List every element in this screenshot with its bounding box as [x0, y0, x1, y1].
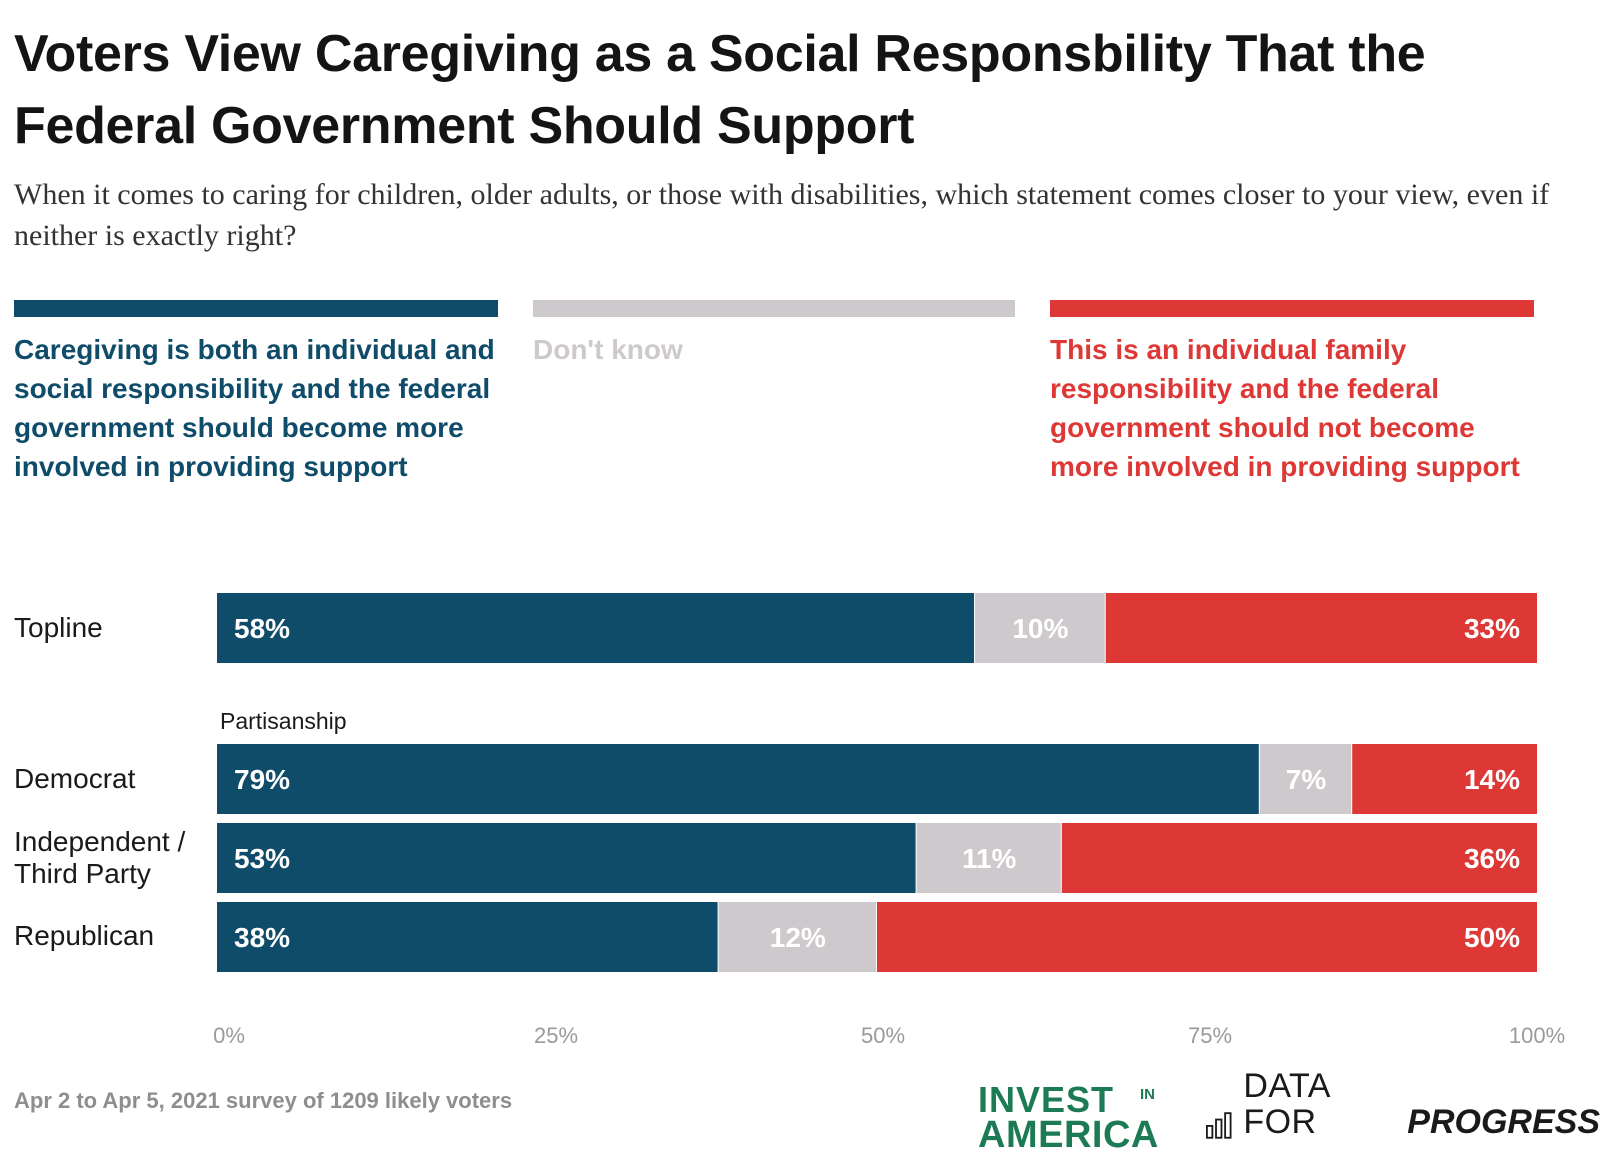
bar-support-2: [217, 823, 916, 893]
dfp-logo-text-2: PROGRESS: [1407, 1103, 1600, 1141]
bar-label-dont-know-1: 7%: [1286, 764, 1327, 795]
bar-label-support-0: 58%: [234, 613, 290, 644]
legend-label-support: Caregiving is both an individual and soc…: [14, 334, 495, 482]
bar-oppose-1: [1352, 744, 1537, 814]
legend-label-dont-know: Don't know: [533, 334, 683, 365]
row-label-democrat: Democrat: [14, 763, 136, 794]
invest-in-america-logo-in: IN: [1140, 1086, 1155, 1103]
row-label-topline: Topline: [14, 612, 103, 643]
group-label-partisanship: Partisanship: [220, 708, 347, 734]
bar-oppose-0: [1105, 593, 1537, 663]
bar-chart-icon: [1206, 1112, 1232, 1139]
bar-dont-know-3: [718, 902, 876, 972]
bar-support-0: [217, 593, 975, 663]
x-tick-25: 25%: [533, 1023, 579, 1048]
bar-label-dont-know-2: 11%: [962, 843, 1017, 874]
x-tick-75: 75%: [1187, 1023, 1233, 1048]
bar-dont-know-2: [916, 823, 1061, 893]
bar-label-oppose-0: 33%: [1464, 613, 1520, 644]
bar-label-oppose-3: 50%: [1464, 922, 1520, 953]
chart-subtitle: When it comes to caring for children, ol…: [14, 178, 1550, 252]
legend-item-support: Caregiving is both an individual and soc…: [14, 300, 498, 486]
bar-label-dont-know-3: 12%: [770, 922, 826, 953]
bar-oppose-2: [1061, 823, 1537, 893]
legend-swatch-dont-know: [533, 300, 1015, 317]
bar-label-support-1: 79%: [234, 764, 290, 795]
bar-label-oppose-2: 36%: [1464, 843, 1520, 874]
bar-label-dont-know-0: 10%: [1012, 613, 1068, 644]
bar-dont-know-1: [1259, 744, 1352, 814]
legend-label-oppose: This is an individual family responsibil…: [1050, 334, 1520, 482]
bar-label-support-2: 53%: [234, 843, 290, 874]
bar-label-support-3: 38%: [234, 922, 290, 953]
invest-in-america-logo-line2: AMERICA: [978, 1114, 1159, 1156]
row-label-independent: Independent / Third Party: [14, 826, 186, 889]
survey-footnote: Apr 2 to Apr 5, 2021 survey of 1209 like…: [14, 1088, 513, 1113]
bar-oppose-3: [877, 902, 1537, 972]
x-tick-50: 50%: [860, 1023, 906, 1048]
bar-dont-know-0: [975, 593, 1105, 663]
legend-item-oppose: This is an individual family responsibil…: [1050, 300, 1534, 486]
legend-item-dont-know: Don't know: [533, 300, 1015, 369]
bar-support-3: [217, 902, 718, 972]
bar-label-oppose-1: 14%: [1464, 764, 1520, 795]
x-tick-0: 0%: [213, 1023, 245, 1048]
row-label-republican: Republican: [14, 920, 155, 951]
chart-title: Voters View Caregiving as a Social Respo…: [14, 25, 1426, 155]
legend-swatch-support: [14, 300, 498, 317]
x-tick-100: 100%: [1508, 1023, 1566, 1048]
invest-in-america-logo-line1: INVEST: [978, 1079, 1115, 1120]
dfp-logo-text-1: DATA FOR: [1243, 1067, 1330, 1141]
bar-support-1: [217, 744, 1259, 814]
legend-swatch-oppose: [1050, 300, 1534, 317]
data-for-progress-logo: DATA FOR PROGRESS: [1206, 1068, 1600, 1141]
invest-in-america-logo: INVEST IN AMERICA: [978, 1079, 1168, 1156]
